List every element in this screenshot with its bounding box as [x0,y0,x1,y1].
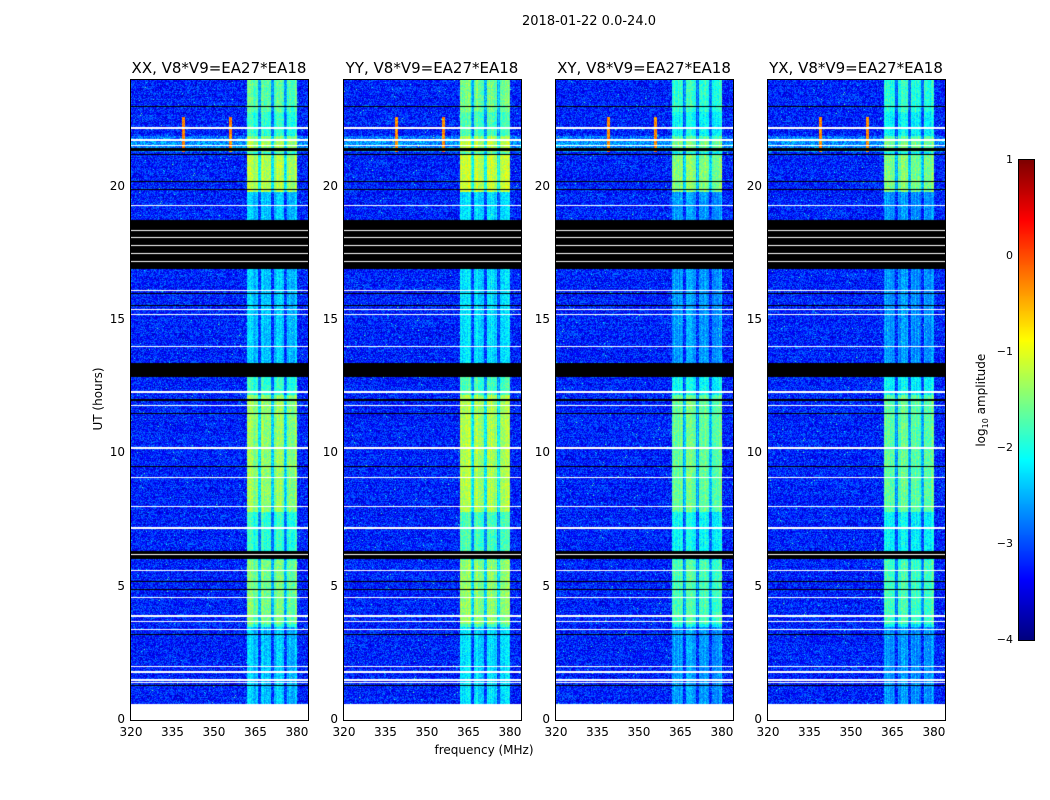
y-tick-label: 15 [746,312,762,326]
y-tick-label: 20 [746,178,762,193]
x-tick-label: 335 [586,725,609,739]
spectrogram-heatmap [768,80,945,720]
colorbar-tick-label: −3 [996,537,1013,550]
x-tick-label: 365 [669,725,692,739]
y-tick-label: 5 [542,578,550,593]
colorbar-tick-label: −2 [996,441,1013,454]
y-tick-label: 15 [322,312,338,326]
y-axis-label: UT (hours) [91,367,105,431]
x-tick-label: 380 [285,725,309,739]
colorbar [1018,159,1035,641]
y-tick-label: 20 [534,178,550,193]
spectrogram-panel [555,79,734,721]
colorbar-tick-label: 1 [1006,153,1013,166]
y-tick-label: 0 [754,712,762,726]
y-tick-label: 10 [534,445,550,460]
y-tick-label: 0 [117,712,125,726]
x-tick-label: 320 [756,725,780,739]
figure-title: 2018-01-22 0.0-24.0 [522,14,656,29]
colorbar-gradient [1019,160,1034,640]
x-tick-label: 320 [332,725,356,739]
x-tick-label: 350 [627,725,651,739]
x-tick-label: 350 [415,725,439,739]
y-tick-label: 5 [754,578,762,593]
spectrogram-panel [343,79,522,721]
x-tick-label: 350 [202,725,226,739]
y-tick-label: 15 [109,312,125,326]
spectrogram-heatmap [131,80,308,720]
y-tick-label: 10 [109,445,125,460]
y-tick-label: 5 [330,578,338,593]
x-tick-label: 350 [839,725,863,739]
spectrogram-heatmap [344,80,521,720]
x-tick-label: 380 [498,725,522,739]
spectrogram-heatmap [556,80,733,720]
colorbar-tick-label: 0 [1006,249,1013,262]
colorbar-tick-label: −1 [996,345,1013,358]
y-tick-label: 10 [746,445,762,460]
x-tick-label: 380 [922,725,946,739]
y-tick-label: 20 [322,178,338,193]
x-tick-label: 320 [119,725,143,739]
x-tick-label: 365 [244,725,267,739]
spectrogram-panel [130,79,309,721]
y-tick-label: 20 [109,178,125,193]
colorbar-tick-label: −4 [996,633,1013,646]
x-tick-label: 335 [798,725,821,739]
x-tick-label: 320 [544,725,568,739]
y-tick-label: 15 [534,312,550,326]
x-tick-label: 365 [881,725,904,739]
x-tick-label: 335 [161,725,184,739]
y-tick-label: 0 [330,712,338,726]
panel-title: YY, V8*V9=EA27*EA18 [345,59,519,77]
panel-title: XY, V8*V9=EA27*EA18 [557,59,731,77]
x-tick-label: 380 [710,725,734,739]
y-tick-label: 10 [322,445,338,460]
x-tick-label: 365 [457,725,480,739]
panel-title: XX, V8*V9=EA27*EA18 [131,59,307,77]
y-tick-label: 5 [117,578,125,593]
x-axis-label: frequency (MHz) [434,743,534,757]
x-tick-label: 335 [374,725,397,739]
panel-title: YX, V8*V9=EA27*EA18 [769,59,943,77]
y-tick-label: 0 [542,712,550,726]
colorbar-label: log10 amplitude [973,353,991,447]
spectrogram-panel [767,79,946,721]
